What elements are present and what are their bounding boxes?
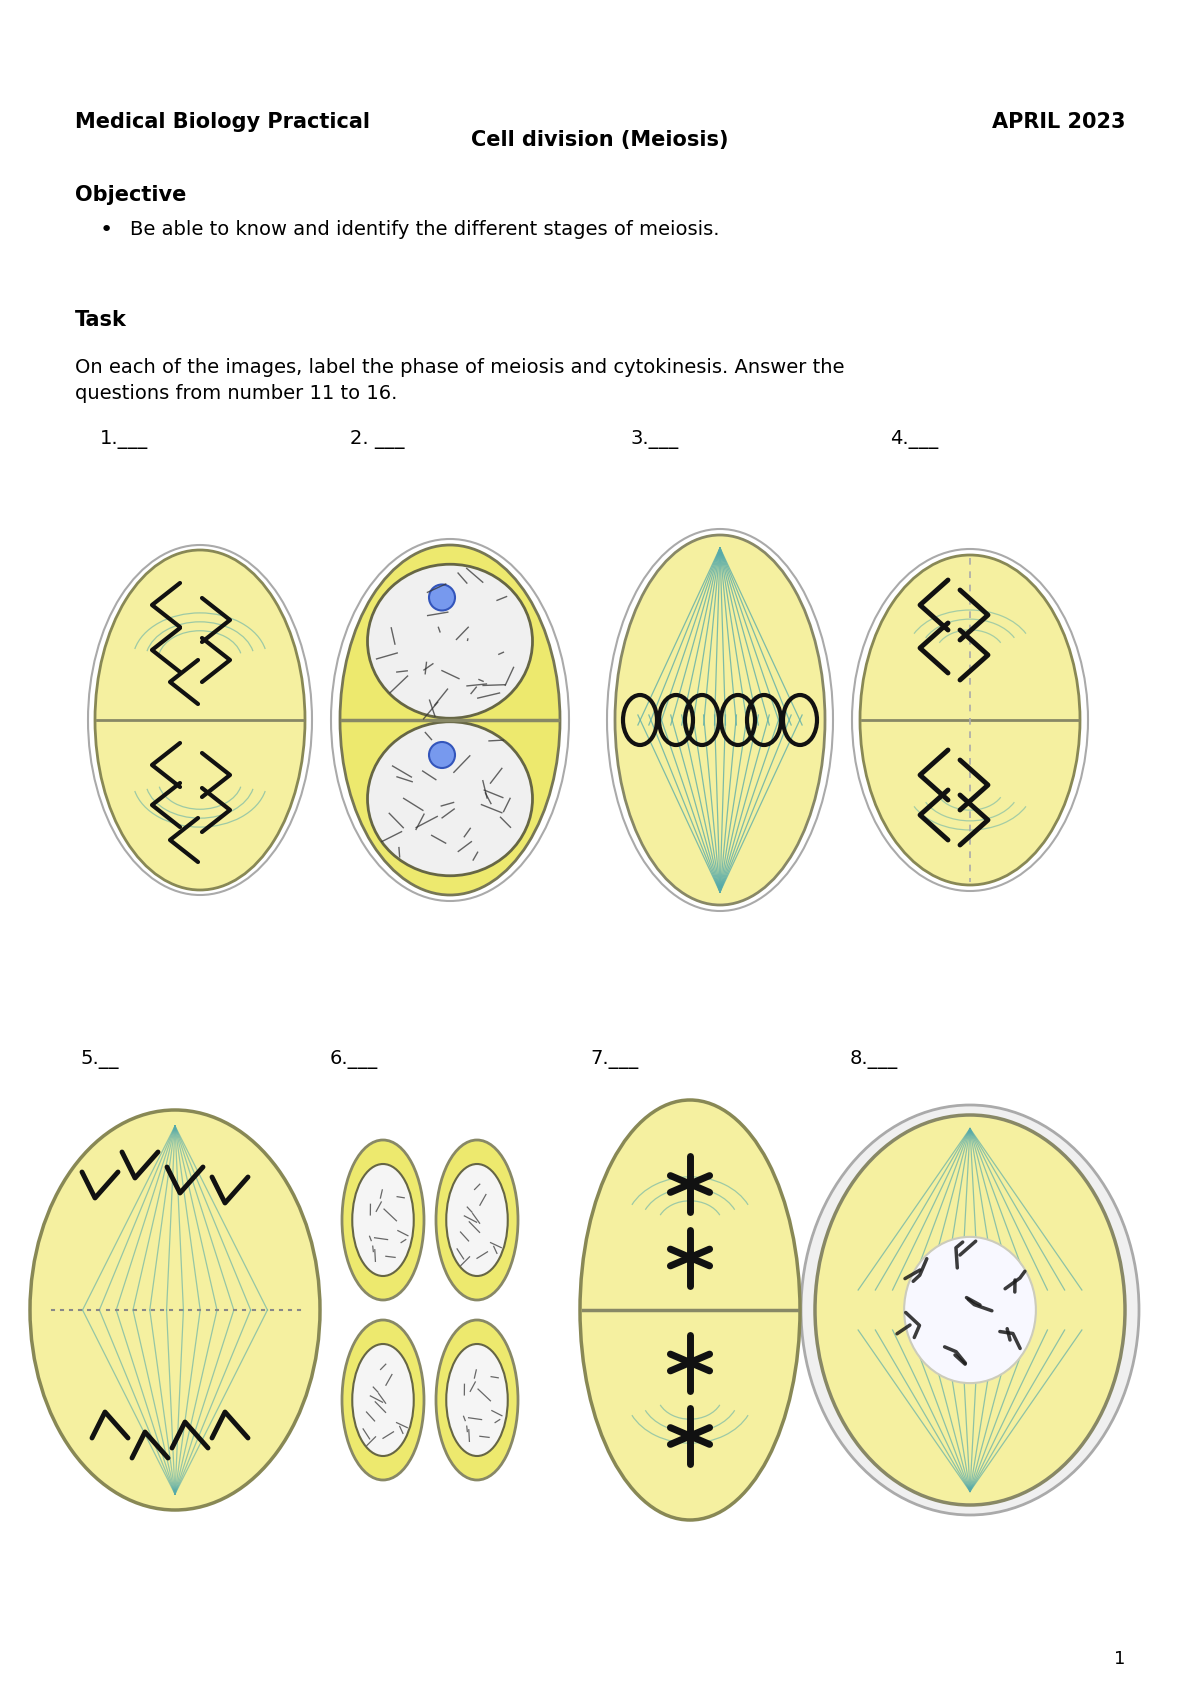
Ellipse shape [815, 1116, 1126, 1504]
Text: 1: 1 [1114, 1650, 1126, 1667]
Ellipse shape [904, 1236, 1036, 1384]
Text: 5.__: 5.__ [80, 1049, 119, 1070]
Text: Cell division (Meiosis): Cell division (Meiosis) [472, 131, 728, 149]
Text: Medical Biology Practical: Medical Biology Practical [74, 112, 370, 132]
Ellipse shape [340, 545, 560, 895]
Ellipse shape [436, 1319, 518, 1481]
Ellipse shape [446, 1345, 508, 1455]
Ellipse shape [95, 550, 305, 890]
Ellipse shape [580, 1100, 800, 1520]
Ellipse shape [30, 1110, 320, 1510]
Text: 8.___: 8.___ [850, 1049, 899, 1070]
Ellipse shape [342, 1139, 424, 1301]
Text: Objective: Objective [74, 185, 186, 205]
Text: APRIL 2023: APRIL 2023 [991, 112, 1126, 132]
Text: 1.___: 1.___ [100, 430, 149, 448]
Circle shape [430, 742, 455, 767]
Text: Be able to know and identify the different stages of meiosis.: Be able to know and identify the differe… [130, 221, 720, 239]
Text: 2. ___: 2. ___ [350, 430, 404, 448]
Ellipse shape [353, 1165, 414, 1275]
Ellipse shape [616, 535, 826, 905]
Ellipse shape [367, 564, 533, 718]
Text: 7.___: 7.___ [590, 1049, 638, 1070]
Ellipse shape [860, 555, 1080, 885]
Ellipse shape [342, 1319, 424, 1481]
Circle shape [430, 584, 455, 611]
Text: 3.___: 3.___ [630, 430, 678, 448]
Ellipse shape [802, 1105, 1139, 1515]
Text: questions from number 11 to 16.: questions from number 11 to 16. [74, 384, 397, 402]
Ellipse shape [353, 1345, 414, 1455]
Ellipse shape [367, 722, 533, 876]
Text: 6.___: 6.___ [330, 1049, 378, 1070]
Text: •: • [100, 221, 113, 239]
Text: 4.___: 4.___ [890, 430, 938, 448]
Text: Task: Task [74, 311, 127, 329]
Ellipse shape [446, 1165, 508, 1275]
Ellipse shape [436, 1139, 518, 1301]
Text: On each of the images, label the phase of meiosis and cytokinesis. Answer the: On each of the images, label the phase o… [74, 358, 845, 377]
